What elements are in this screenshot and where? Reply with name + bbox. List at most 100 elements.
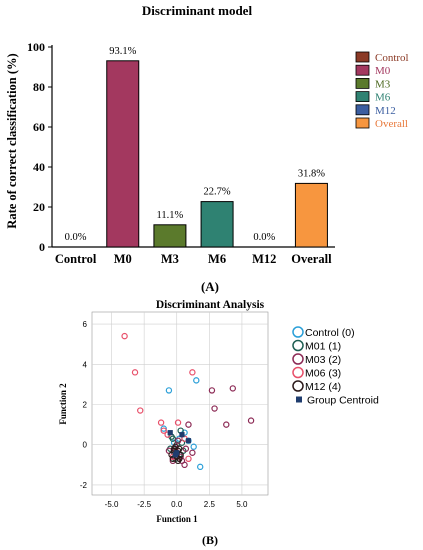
legend-label-control: Control [375, 52, 409, 64]
legend-marker-m01-1 [292, 339, 304, 352]
chart-a-panel-label: (A) [201, 279, 219, 294]
chart-a-axes: 0 20 40 60 80 100 [27, 40, 335, 254]
centroid-point [172, 452, 179, 458]
legend-label-m06-3: M06 (3) [305, 368, 341, 380]
legend-label-m03-2: M03 (2) [305, 354, 341, 366]
chart-b-xtick-label: -5.0 [105, 500, 119, 509]
scatter-point [223, 421, 230, 428]
legend-label-m12: M12 [375, 105, 396, 117]
series-group-centroid [167, 430, 192, 458]
chart-a-ytick-label: 60 [33, 120, 45, 134]
chart-a-xtick-label-m12: M12 [252, 252, 276, 266]
scatter-point [229, 385, 236, 392]
legend-marker-m03-2 [292, 353, 304, 365]
bar-overall [294, 182, 328, 248]
chart-a-ytick-label: 100 [27, 40, 45, 54]
scatter-point [176, 455, 183, 463]
chart-a-ytick-label: 40 [33, 160, 45, 174]
scatter-point [160, 427, 167, 434]
legend-marker-m12-4 [292, 380, 304, 392]
chart-a-ytick-label: 80 [33, 80, 45, 94]
chart-a-xtick-label-m6: M6 [208, 252, 226, 266]
scatter-point [190, 443, 197, 450]
bar-value-label-m12: 0.0% [253, 232, 275, 243]
bar-value-label-m0: 93.1% [109, 46, 136, 57]
centroid-point [167, 430, 173, 436]
scatter-point [121, 332, 128, 340]
legend-label-group-centroid: Group Centroid [307, 395, 379, 407]
bar-value-label-m6: 22.7% [204, 187, 231, 198]
legend-swatch-control [355, 51, 370, 63]
bar-value-label-overall: 31.8% [298, 168, 325, 179]
bar-m0 [106, 60, 140, 248]
chart-a-ytick-label: 20 [33, 200, 45, 214]
centroid-point [185, 438, 192, 444]
chart-b-ytick-label: 2 [83, 401, 88, 410]
scatter-point [189, 369, 196, 376]
scatter-point [182, 445, 190, 452]
legend-label-overall: Overall [375, 118, 408, 130]
scatter-point [174, 437, 182, 444]
legend-swatch-m3 [355, 78, 370, 89]
scatter-point [169, 455, 177, 463]
legend-marker-control-0 [292, 326, 304, 338]
scatter-point [189, 449, 196, 456]
chart-a-title: Discriminant model [142, 3, 253, 18]
legend-label-m0: M0 [375, 65, 391, 77]
chart-b-panel-label: (B) [202, 533, 218, 547]
legend-label-m6: M6 [375, 92, 391, 104]
centroid-point [179, 432, 185, 438]
scatter-point [211, 405, 218, 412]
chart-b-plot: -2 0 2 4 6 -5.0 -2.5 0.0 2.5 5.0 [80, 311, 269, 509]
scatter-point [247, 417, 255, 424]
chart-b-xtick-label: 0.0 [171, 500, 183, 509]
chart-b-ytick-label: 0 [83, 441, 88, 450]
chart-b-ytick-label: 6 [83, 320, 88, 329]
chart-a-xtick-label-m3: M3 [161, 252, 179, 266]
chart-a-xtick-label-overall: Overall [291, 252, 332, 266]
chart-b-plot-area [91, 311, 269, 496]
chart-a-bars: 0.0% Control 93.1% M0 11.1% M3 22.7% M6 0.0% M12 3… [55, 46, 332, 266]
scatter-point [208, 387, 216, 394]
legend-swatch-overall [355, 117, 370, 129]
scatter-point [165, 387, 173, 394]
chart-b-ytick-label: 4 [83, 360, 88, 369]
legend-marker-group-centroid [296, 396, 302, 403]
legend-label-m01-1: M01 (1) [305, 341, 341, 353]
legend-swatch-m6 [355, 91, 370, 102]
legend-label-m3: M3 [375, 78, 391, 90]
legend-label-control-0: Control (0) [305, 327, 355, 339]
chart-b-ylabel: Function 2 [58, 383, 68, 425]
chart-b-title: Discriminant Analysis [156, 300, 265, 311]
scatter-point [157, 419, 165, 426]
scatter-point [185, 455, 192, 463]
scatter-point [160, 425, 167, 432]
chart-b-xtick-label: 2.5 [204, 500, 216, 509]
chart-a-ytick-label: 0 [39, 240, 45, 254]
scatter-point [131, 369, 139, 376]
legend-swatch-m0 [355, 64, 370, 76]
chart-b-xtick-label: 5.0 [236, 500, 248, 509]
bar-m6 [200, 201, 234, 248]
legend-swatch-m12 [355, 104, 370, 116]
chart-a-xtick-label-m0: M0 [114, 252, 132, 266]
chart-a-xtick-label-control: Control [55, 252, 97, 266]
scatter-point [197, 463, 204, 471]
chart-b-legend: Control (0) M01 (1)M03 (2) M06 (3)M12 (4) G… [292, 326, 379, 407]
bar-m3 [153, 224, 187, 248]
chart-b-xlabel: Function 1 [156, 514, 198, 524]
legend-label-m12-4: M12 (4) [305, 381, 341, 393]
bar-value-label-control: 0.0% [65, 232, 87, 243]
chart-b-ytick-label: -2 [80, 481, 88, 490]
discriminant-analysis-scatter-chart: Discriminant Analysis Function 2 Functio… [58, 300, 379, 547]
scatter-point [174, 419, 182, 426]
bar-value-label-m3: 11.1% [157, 210, 184, 221]
legend-marker-m06-3 [292, 366, 304, 379]
discriminant-model-bar-chart: Discriminant model Rate of correct class… [5, 3, 409, 294]
scatter-point [137, 407, 144, 414]
chart-a-ylabel: Rate of correct classification (%) [5, 53, 19, 228]
scatter-point [193, 377, 200, 384]
scatter-point [185, 421, 192, 428]
chart-b-xtick-label: -2.5 [137, 500, 151, 509]
